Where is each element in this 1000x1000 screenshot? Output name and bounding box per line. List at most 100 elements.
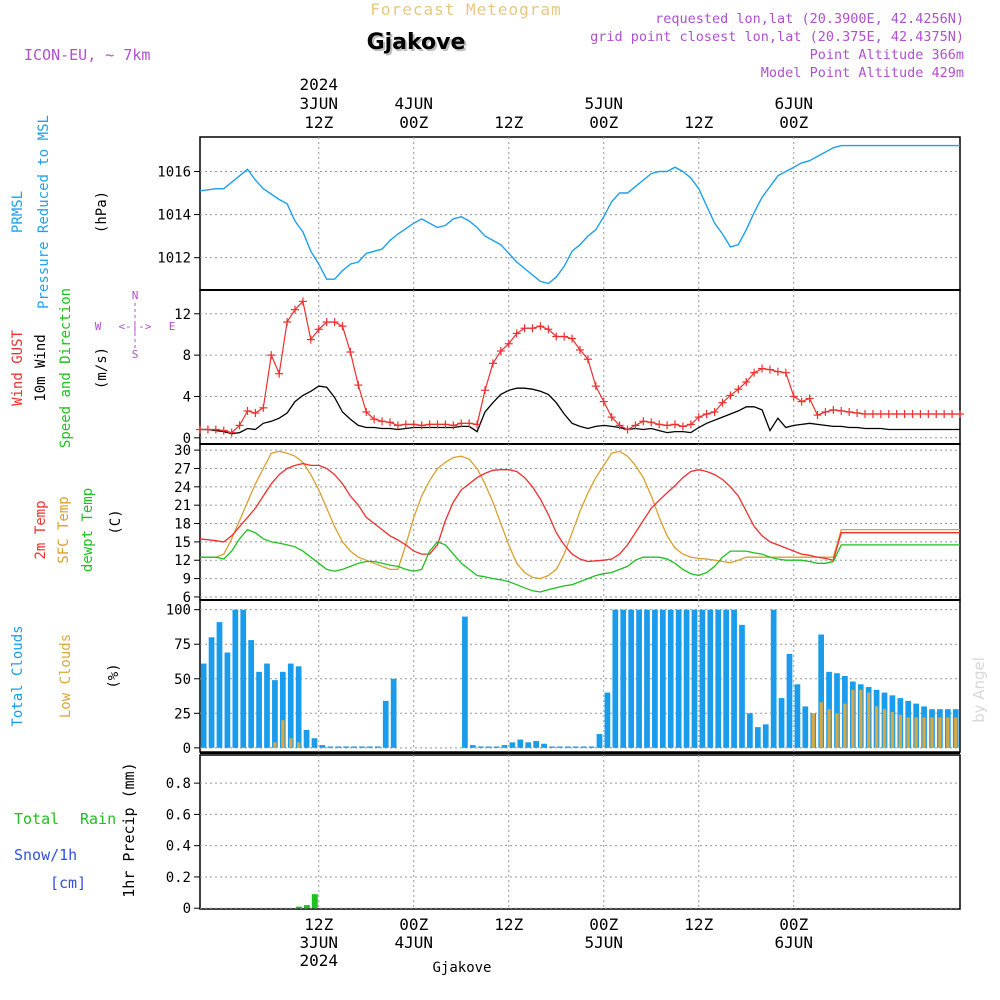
low-cloud-bar — [281, 720, 285, 748]
compass-west: W — [95, 320, 102, 333]
low-cloud-bar — [297, 742, 301, 748]
total-cloud-bar — [525, 742, 532, 748]
bottom-date-label: 3JUN — [299, 933, 338, 952]
total-cloud-bar — [343, 746, 350, 748]
y-tick-label: 75 — [174, 637, 191, 653]
prmsl-desc-label: Pressure Reduced to MSL — [36, 115, 52, 309]
total-cloud-bar — [762, 724, 769, 748]
total-cloud-bar — [786, 653, 793, 748]
top-date-label: 6JUN — [774, 94, 813, 113]
total-cloud-bar — [572, 746, 579, 748]
y-tick-label: 0.8 — [166, 776, 191, 792]
y-tick-label: 30 — [174, 443, 191, 459]
low-cloud-bar — [938, 717, 942, 748]
total-cloud-bar — [747, 713, 753, 748]
bottom-time-label: 00Z — [589, 915, 618, 934]
compass-east: E — [169, 320, 176, 333]
y-tick-label: 12 — [174, 307, 191, 323]
gust-line — [200, 300, 960, 434]
total-cloud-bar — [240, 609, 247, 748]
low-cloud-bar — [946, 717, 950, 748]
compass-arrows: <-|-> — [118, 320, 151, 333]
precip-panel-frame — [199, 754, 961, 910]
location-title: Gjakove — [367, 30, 466, 55]
total-cloud-bar — [644, 609, 650, 748]
watermark: by Angel — [970, 657, 988, 723]
total-cloud-bar — [216, 622, 223, 748]
total-cloud-bar — [295, 666, 302, 748]
model-label: ICON-EU, ~ 7km — [24, 46, 150, 64]
product-title: Forecast Meteogram — [370, 0, 561, 19]
total-cloud-bar — [485, 746, 492, 748]
total-cloud-bar — [374, 746, 381, 748]
y-tick-label: 1014 — [157, 208, 191, 224]
total-cloud-bar — [462, 616, 468, 748]
snow-label: Snow/1h — [14, 846, 77, 864]
rain-bar — [303, 905, 310, 909]
top-time-label: 12Z — [494, 113, 523, 132]
top-time-label: 00Z — [399, 113, 428, 132]
total-cloud-bar — [390, 678, 397, 748]
total-cloud-bar — [564, 746, 571, 748]
total-cloud-bar — [802, 706, 809, 748]
point-altitude: Point Altitude 366m — [810, 47, 964, 63]
top-date-label: 4JUN — [394, 94, 433, 113]
total-cloud-bar — [628, 609, 635, 748]
requested-coords: requested lon,lat (20.3900E, 42.4256N) — [655, 11, 964, 27]
low-cloud-bar — [827, 709, 831, 748]
total-cloud-bar — [739, 624, 745, 748]
y-tick-label: 0 — [183, 741, 191, 757]
total-cloud-bar — [509, 742, 516, 748]
total-cloud-bar — [335, 746, 342, 748]
bottom-date-label: 4JUN — [394, 933, 433, 952]
y-tick-label: 24 — [174, 480, 191, 496]
total-cloud-bar — [557, 746, 563, 748]
total-cloud-bar — [683, 609, 690, 748]
bottom-year-label: 2024 — [299, 951, 338, 970]
low-cloud-bar — [954, 717, 958, 748]
total-cloud-bar — [659, 609, 666, 748]
rain-label: Rain — [80, 810, 116, 828]
total-cloud-bar — [699, 609, 706, 748]
plot-layers — [196, 144, 964, 909]
total-cloud-bar — [588, 746, 595, 748]
y-tick-label: 0.6 — [166, 807, 191, 823]
low-cloud-bar — [874, 706, 879, 748]
location-title: Gjakove — [369, 32, 468, 57]
bottom-date-label: 6JUN — [774, 933, 813, 952]
y-tick-label: 4 — [183, 389, 191, 405]
y-tick-label: 100 — [166, 603, 191, 619]
total-clouds-label: Total Clouds — [10, 625, 26, 726]
total-cloud-bar — [224, 652, 231, 748]
y-tick-label: 25 — [174, 706, 191, 722]
wind-10m-line — [200, 385, 960, 435]
rain-bar — [311, 894, 318, 909]
gust-label: Wind GUST — [10, 330, 26, 406]
wind-label: 10m Wind — [33, 334, 49, 401]
dewpt-line — [200, 528, 960, 593]
total-cloud-bar — [287, 663, 294, 748]
total-cloud-bar — [667, 609, 674, 748]
total-cloud-bar — [778, 698, 785, 748]
total-cloud-bar — [652, 609, 658, 748]
sfc-temp-label: SFC Temp — [56, 496, 72, 563]
top-time-label: 12Z — [684, 113, 713, 132]
y-tick-label: 27 — [174, 461, 191, 477]
precip-panel-labels: Total Rain Snow/1h [cm] 1hr Precip (mm) — [14, 762, 138, 897]
clouds-panel-labels: Total Clouds Low Clouds (%) — [10, 625, 122, 726]
clouds-unit: (%) — [106, 663, 122, 688]
total-cloud-bar — [517, 739, 524, 748]
total-cloud-bar — [794, 684, 801, 748]
total-cloud-bar — [549, 746, 555, 748]
total-cloud-bar — [691, 609, 698, 748]
total-cloud-bar — [541, 743, 547, 748]
low-cloud-bar — [811, 713, 815, 748]
bottom-time-label: 00Z — [779, 915, 808, 934]
y-tick-label: 0 — [183, 901, 191, 917]
bottom-time-label: 12Z — [304, 915, 333, 934]
total-cloud-bar — [256, 671, 262, 748]
precip-unit: 1hr Precip (mm) — [120, 762, 138, 897]
footer-location: Gjakove — [432, 960, 491, 976]
y-tick-label: 21 — [174, 498, 191, 514]
